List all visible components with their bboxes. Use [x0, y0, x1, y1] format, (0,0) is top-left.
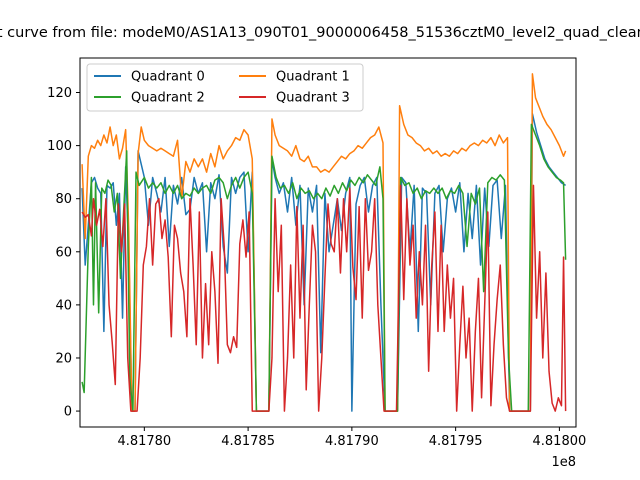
x-axis-offset-label: 1e8 — [551, 455, 576, 470]
plot-axes: 4.81780 4.81785 4.81790 4.81795 4.81800 0 20 40… — [47, 86, 586, 449]
series-line-quadrant-2 — [81, 123, 567, 412]
series-line-quadrant-3 — [81, 184, 567, 412]
x-tick-label: 4.81795 — [429, 434, 483, 449]
legend: Quadrant 0 Quadrant 1 Quadrant 2 Quadrant 3 — [86, 63, 364, 112]
legend-label-quadrant-1: Quadrant 1 — [276, 70, 350, 85]
series-line-quadrant-0 — [81, 113, 567, 412]
x-tick-label: 4.81800 — [533, 434, 587, 449]
legend-label-quadrant-2: Quadrant 2 — [131, 91, 205, 106]
plot-series — [81, 73, 567, 412]
legend-label-quadrant-0: Quadrant 0 — [131, 70, 205, 85]
legend-box — [86, 63, 364, 112]
axes-frame — [79, 57, 577, 428]
legend-label-quadrant-3: Quadrant 3 — [276, 91, 350, 106]
x-tick-label: 4.81785 — [221, 434, 275, 449]
y-tick-label: 60 — [55, 245, 72, 260]
y-tick-label: 0 — [64, 405, 72, 420]
y-tick-label: 100 — [47, 139, 72, 154]
y-tick-label: 80 — [55, 192, 72, 207]
x-tick-label: 4.81790 — [325, 434, 379, 449]
y-tick-label: 20 — [55, 351, 72, 366]
chart-title: Light curve from file: modeM0/AS1A13_090… — [0, 25, 640, 41]
x-tick-label: 4.81780 — [117, 434, 171, 449]
y-tick-label: 40 — [55, 298, 72, 313]
y-tick-label: 120 — [47, 86, 72, 101]
series-line-quadrant-1 — [81, 73, 567, 412]
